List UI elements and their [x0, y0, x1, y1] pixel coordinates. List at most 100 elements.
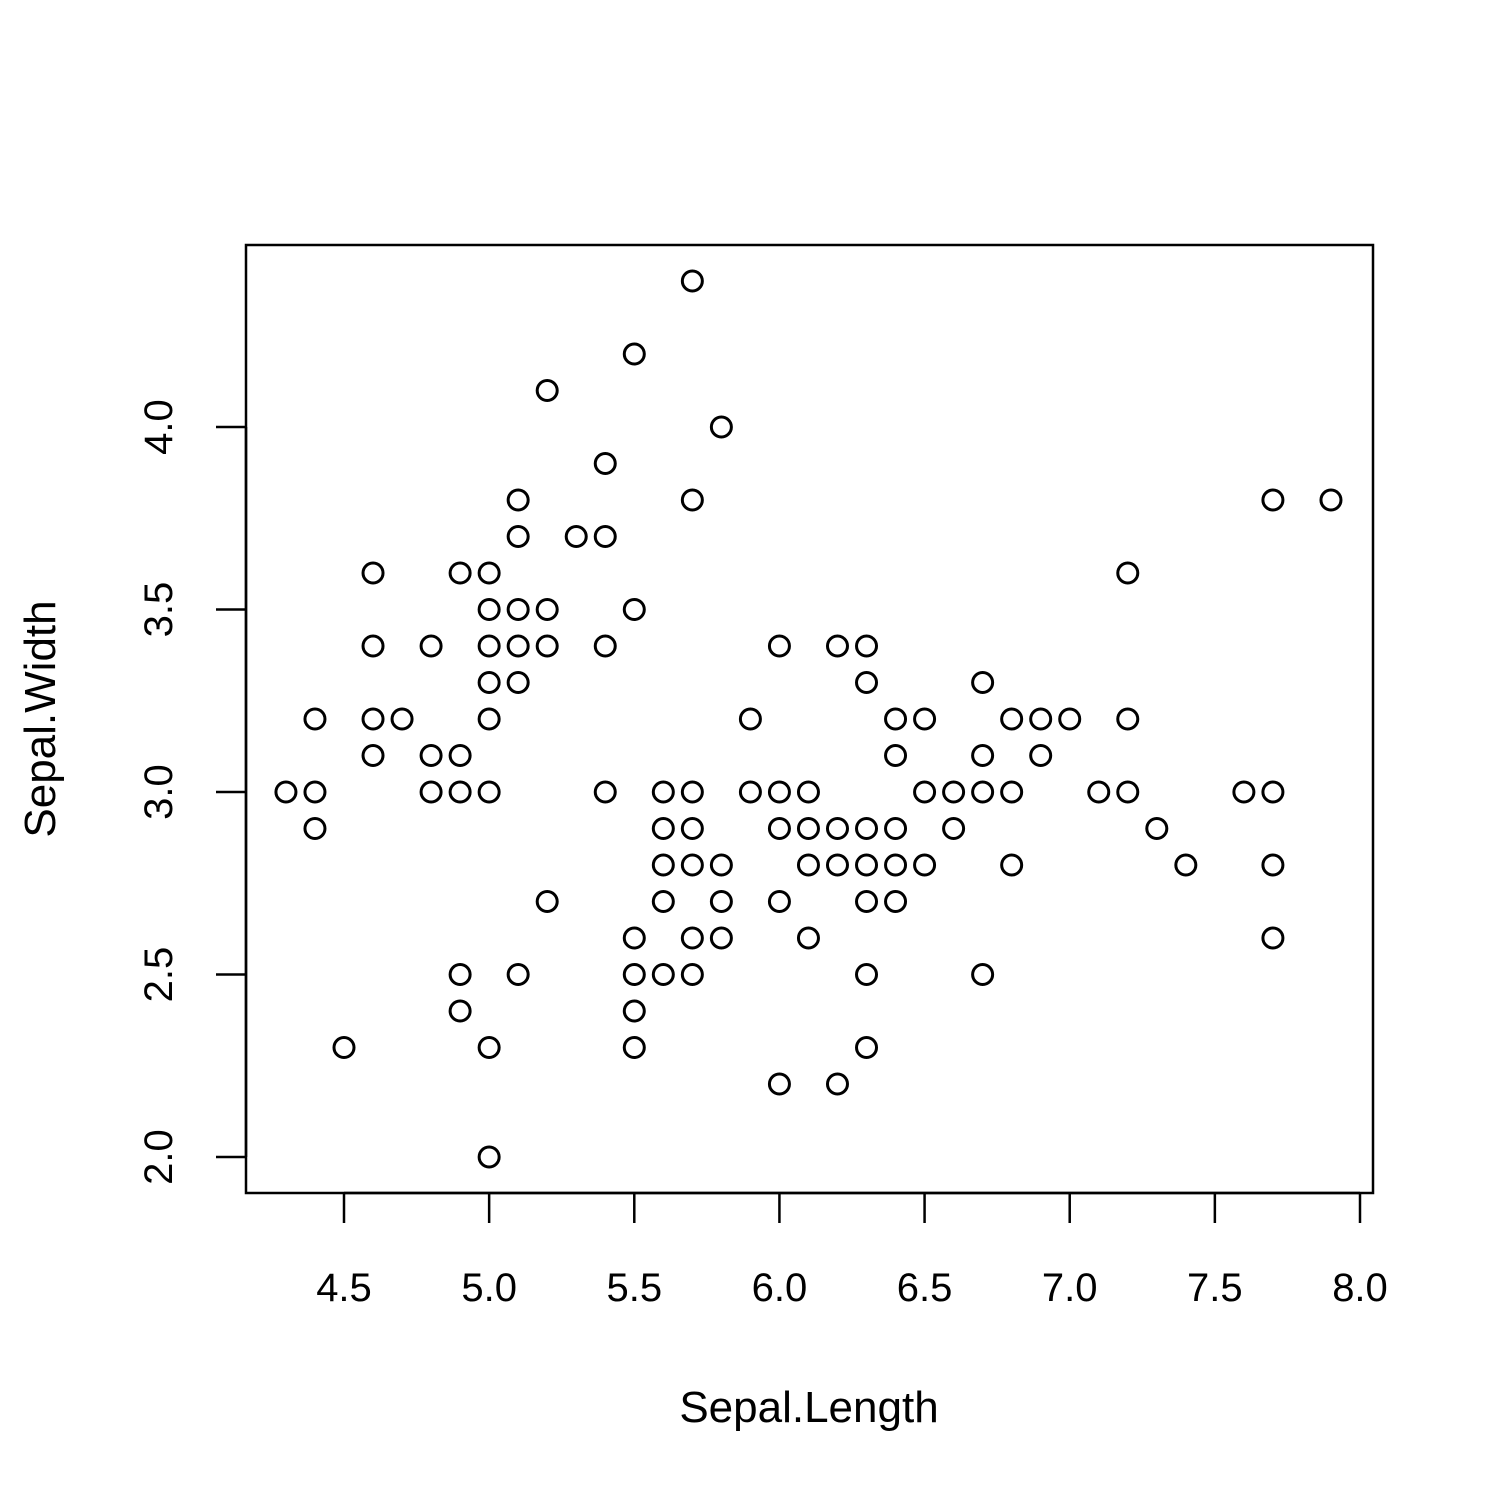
data-point: [448, 780, 472, 804]
y-tick-label: 3.0: [137, 764, 181, 820]
data-point: [506, 525, 530, 548]
data-point: [651, 780, 675, 804]
data-point: [1261, 926, 1285, 950]
data-point: [884, 853, 908, 877]
data-point: [738, 780, 762, 804]
y-axis-ticks: 2.0 2.5 3.0 3.5 4.0: [137, 399, 246, 1185]
data-point: [593, 780, 617, 804]
data-point: [796, 817, 820, 840]
data-point: [506, 671, 530, 694]
x-tick-label: 7.0: [1042, 1266, 1098, 1310]
data-point: [1232, 780, 1256, 804]
data-point: [855, 853, 879, 877]
x-tick-label: 5.5: [606, 1266, 662, 1310]
data-point: [651, 963, 675, 986]
data-point: [1000, 853, 1024, 877]
data-point: [680, 488, 704, 512]
data-point: [477, 780, 501, 804]
data-point: [506, 488, 530, 512]
data-point: [303, 780, 327, 804]
data-point: [651, 853, 675, 877]
data-point: [593, 634, 617, 658]
data-point: [796, 926, 820, 950]
data-point: [1261, 853, 1285, 877]
data-point: [825, 853, 849, 877]
y-tick-label: 4.0: [137, 399, 181, 455]
data-point: [855, 963, 879, 986]
data-point: [767, 780, 791, 804]
data-point: [593, 452, 617, 475]
data-point: [913, 707, 937, 731]
data-point: [738, 707, 762, 731]
data-point: [680, 817, 704, 840]
data-point: [651, 890, 675, 913]
data-point: [535, 379, 559, 402]
data-point: [1087, 780, 1111, 804]
data-point: [361, 561, 385, 585]
data-point: [767, 890, 791, 913]
data-point: [825, 1072, 849, 1096]
data-point: [680, 269, 704, 293]
data-point: [622, 999, 646, 1023]
data-point: [942, 780, 966, 804]
data-point: [680, 963, 704, 986]
data-point: [855, 1036, 879, 1059]
y-tick-label: 2.0: [137, 1129, 181, 1185]
data-point: [1000, 707, 1024, 731]
x-tick-label: 7.5: [1187, 1266, 1243, 1310]
data-point: [680, 780, 704, 804]
data-point: [361, 707, 385, 731]
data-point: [477, 1036, 501, 1059]
data-point: [477, 561, 501, 585]
data-point: [796, 780, 820, 804]
data-point: [709, 890, 733, 913]
data-point: [1029, 744, 1053, 767]
data-point: [622, 963, 646, 986]
data-point: [506, 963, 530, 986]
data-point: [680, 853, 704, 877]
data-point: [825, 634, 849, 658]
data-point: [303, 817, 327, 840]
data-point: [1000, 780, 1024, 804]
data-point: [274, 780, 298, 804]
data-point: [593, 525, 617, 548]
data-point: [419, 634, 443, 658]
data-point: [506, 598, 530, 621]
data-point: [767, 817, 791, 840]
data-point: [651, 817, 675, 840]
y-tick-label: 2.5: [137, 947, 181, 1003]
data-point: [448, 999, 472, 1023]
data-point: [361, 744, 385, 767]
data-point: [564, 525, 588, 548]
data-point: [709, 853, 733, 877]
data-point: [971, 671, 995, 694]
data-point: [622, 598, 646, 621]
data-point: [448, 744, 472, 767]
data-point: [971, 780, 995, 804]
data-point: [303, 707, 327, 731]
data-point: [913, 853, 937, 877]
data-point: [477, 707, 501, 731]
data-point: [971, 744, 995, 767]
data-point: [855, 817, 879, 840]
data-point: [855, 890, 879, 913]
data-point: [884, 817, 908, 840]
data-point: [506, 634, 530, 658]
data-point: [419, 744, 443, 767]
data-point: [448, 561, 472, 585]
data-point: [767, 1072, 791, 1096]
x-tick-label: 8.0: [1332, 1266, 1388, 1310]
data-point: [477, 634, 501, 658]
data-point: [709, 415, 733, 439]
data-point: [477, 598, 501, 621]
data-points: [274, 269, 1343, 1169]
data-point: [535, 890, 559, 913]
data-point: [332, 1036, 356, 1059]
data-point: [390, 707, 414, 731]
data-point: [535, 598, 559, 621]
data-point: [1116, 561, 1140, 585]
data-point: [477, 1145, 501, 1169]
data-point: [1145, 817, 1169, 840]
data-point: [1261, 488, 1285, 512]
